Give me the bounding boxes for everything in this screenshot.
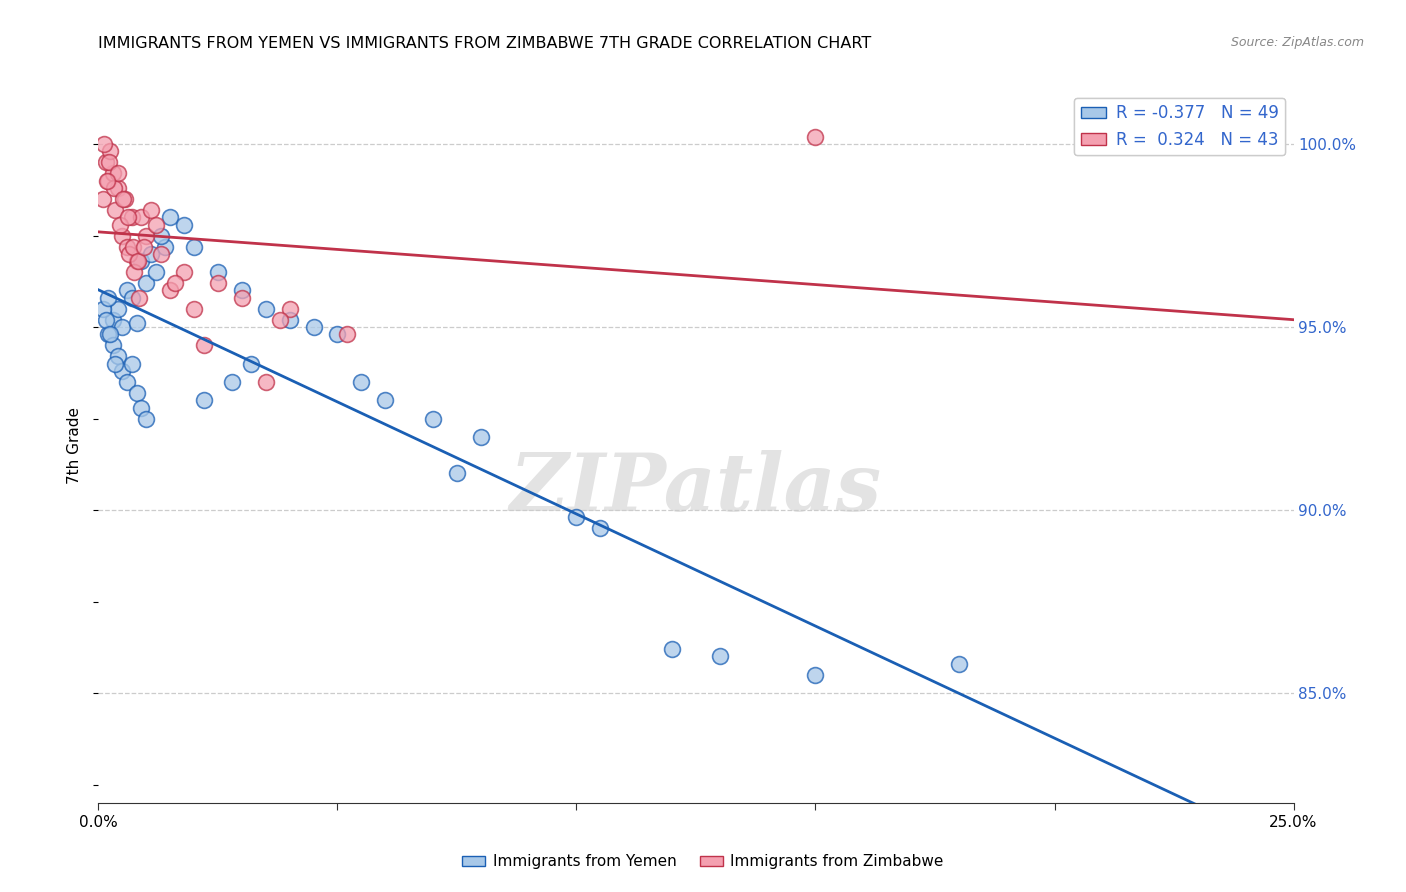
Point (96, 174, 118, 188)
Point (948, 657, 970, 671)
Point (128, 291, 150, 305)
Point (589, 521, 612, 535)
Point (97, 291, 120, 305)
Point (240, 357, 263, 371)
Legend: Immigrants from Yemen, Immigrants from Zimbabwe: Immigrants from Yemen, Immigrants from Z… (457, 848, 949, 875)
Point (112, 192, 135, 206)
Point (470, 430, 492, 444)
Point (131, 401, 153, 415)
Point (98, 145, 122, 159)
Point (193, 393, 215, 408)
Point (127, 254, 149, 268)
Point (193, 338, 215, 352)
Point (207, 265, 229, 279)
Text: Source: ZipAtlas.com: Source: ZipAtlas.com (1230, 36, 1364, 49)
Point (159, 284, 181, 298)
Point (145, 265, 167, 279)
Point (121, 291, 143, 305)
Point (107, 166, 129, 180)
Point (131, 211, 153, 225)
Point (709, 649, 731, 664)
Point (101, 166, 124, 180)
Point (446, 467, 468, 481)
Point (103, 181, 125, 195)
Point (163, 276, 186, 290)
Point (115, 239, 138, 253)
Point (121, 357, 143, 371)
Point (97, 327, 120, 342)
Point (111, 364, 134, 378)
Point (149, 228, 172, 243)
Point (221, 375, 243, 389)
Point (336, 327, 359, 342)
Point (231, 291, 253, 305)
Point (121, 211, 143, 225)
Point (101, 338, 124, 352)
Point (121, 239, 143, 253)
Point (145, 218, 167, 232)
Point (94, 312, 117, 326)
Point (149, 247, 172, 261)
Point (111, 320, 134, 334)
Point (98, 327, 122, 342)
Point (135, 411, 157, 425)
Point (107, 301, 129, 316)
Point (183, 301, 205, 316)
Legend: R = -0.377   N = 49, R =  0.324   N = 43: R = -0.377 N = 49, R = 0.324 N = 43 (1074, 97, 1285, 155)
Point (302, 320, 325, 334)
Point (183, 239, 205, 253)
Point (422, 411, 444, 425)
Point (254, 301, 277, 316)
Point (278, 301, 301, 316)
Point (231, 284, 253, 298)
Point (94, 155, 117, 169)
Text: ZIPatlas: ZIPatlas (510, 450, 882, 527)
Point (117, 211, 139, 225)
Point (114, 192, 136, 206)
Point (135, 228, 157, 243)
Point (97, 155, 120, 169)
Text: IMMIGRANTS FROM YEMEN VS IMMIGRANTS FROM ZIMBABWE 7TH GRADE CORRELATION CHART: IMMIGRANTS FROM YEMEN VS IMMIGRANTS FROM… (98, 36, 872, 51)
Point (115, 284, 138, 298)
Point (269, 312, 291, 326)
Point (124, 265, 146, 279)
Point (107, 181, 129, 195)
Point (118, 247, 141, 261)
Point (125, 317, 148, 331)
Point (104, 357, 127, 371)
Point (374, 393, 396, 408)
Point (173, 265, 195, 279)
Point (139, 202, 162, 217)
Point (159, 211, 181, 225)
Point (254, 375, 277, 389)
Point (804, 129, 827, 144)
Point (111, 228, 134, 243)
Point (125, 254, 148, 268)
Point (104, 202, 127, 217)
Y-axis label: 7th Grade: 7th Grade (67, 408, 83, 484)
Point (101, 312, 124, 326)
Point (93, 137, 115, 152)
Point (132, 239, 155, 253)
Point (565, 510, 588, 524)
Point (108, 218, 131, 232)
Point (278, 312, 301, 326)
Point (125, 386, 148, 401)
Point (326, 327, 349, 342)
Point (107, 349, 129, 363)
Point (155, 239, 177, 253)
Point (131, 254, 153, 268)
Point (97, 174, 120, 188)
Point (350, 375, 373, 389)
Point (139, 247, 162, 261)
Point (135, 276, 157, 290)
Point (661, 642, 683, 657)
Point (173, 218, 195, 232)
Point (207, 276, 229, 290)
Point (804, 667, 827, 681)
Point (91, 301, 114, 316)
Point (91, 192, 114, 206)
Point (115, 375, 138, 389)
